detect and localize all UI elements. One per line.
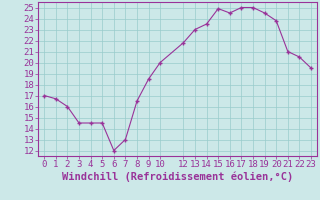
X-axis label: Windchill (Refroidissement éolien,°C): Windchill (Refroidissement éolien,°C) xyxy=(62,172,293,182)
